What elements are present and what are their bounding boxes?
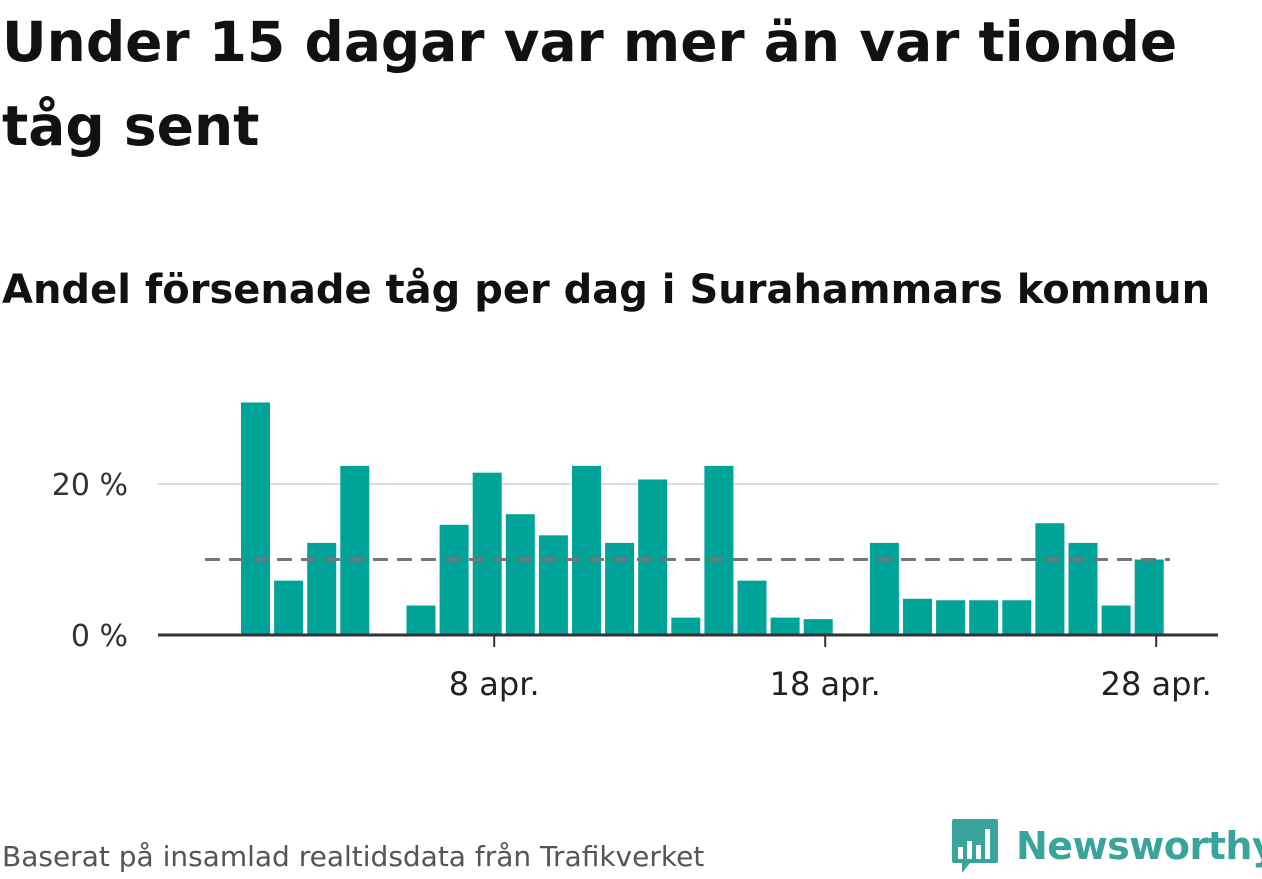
bar <box>1101 605 1131 635</box>
source-note: Baserat på insamlad realtidsdata från Tr… <box>2 840 705 873</box>
bar <box>241 402 270 635</box>
newsworthy-logo: Newsworthy <box>950 818 1262 874</box>
chart-subtitle: Andel försenade tåg per dag i Surahammar… <box>2 267 1211 313</box>
bar <box>1002 600 1032 635</box>
bar <box>572 465 601 635</box>
bar <box>770 617 800 635</box>
bar <box>903 598 932 635</box>
bar <box>704 465 734 635</box>
bar <box>538 535 568 635</box>
bar <box>1035 523 1065 635</box>
bars <box>241 402 1164 635</box>
bar <box>274 580 304 635</box>
x-tick-label: 8 apr. <box>449 665 540 703</box>
bar <box>638 479 668 635</box>
y-tick-label: 20 % <box>52 468 128 503</box>
bar <box>307 542 337 635</box>
chart-title: Under 15 dagar var mer än var tionde tåg… <box>2 10 1178 158</box>
bar <box>472 472 502 635</box>
bar <box>671 617 701 635</box>
bar <box>737 580 767 635</box>
bar <box>439 524 469 635</box>
y-tick-label: 0 % <box>71 619 128 654</box>
bar-chart-speech-bubble-icon <box>952 819 998 873</box>
bar <box>605 542 635 635</box>
bar <box>406 605 436 635</box>
bar <box>803 619 833 635</box>
x-tick-label: 28 apr. <box>1101 665 1212 703</box>
x-tick-label: 18 apr. <box>770 665 881 703</box>
bar <box>936 600 966 635</box>
bar <box>1134 559 1164 635</box>
axes: 0 % 20 % 8 apr. 18 apr. 28 apr. <box>52 468 1218 703</box>
bar <box>505 514 535 635</box>
bar <box>869 542 899 635</box>
bar <box>1068 542 1098 635</box>
logo-text: Newsworthy <box>1016 824 1262 868</box>
bar <box>969 600 999 635</box>
bar <box>340 465 370 635</box>
